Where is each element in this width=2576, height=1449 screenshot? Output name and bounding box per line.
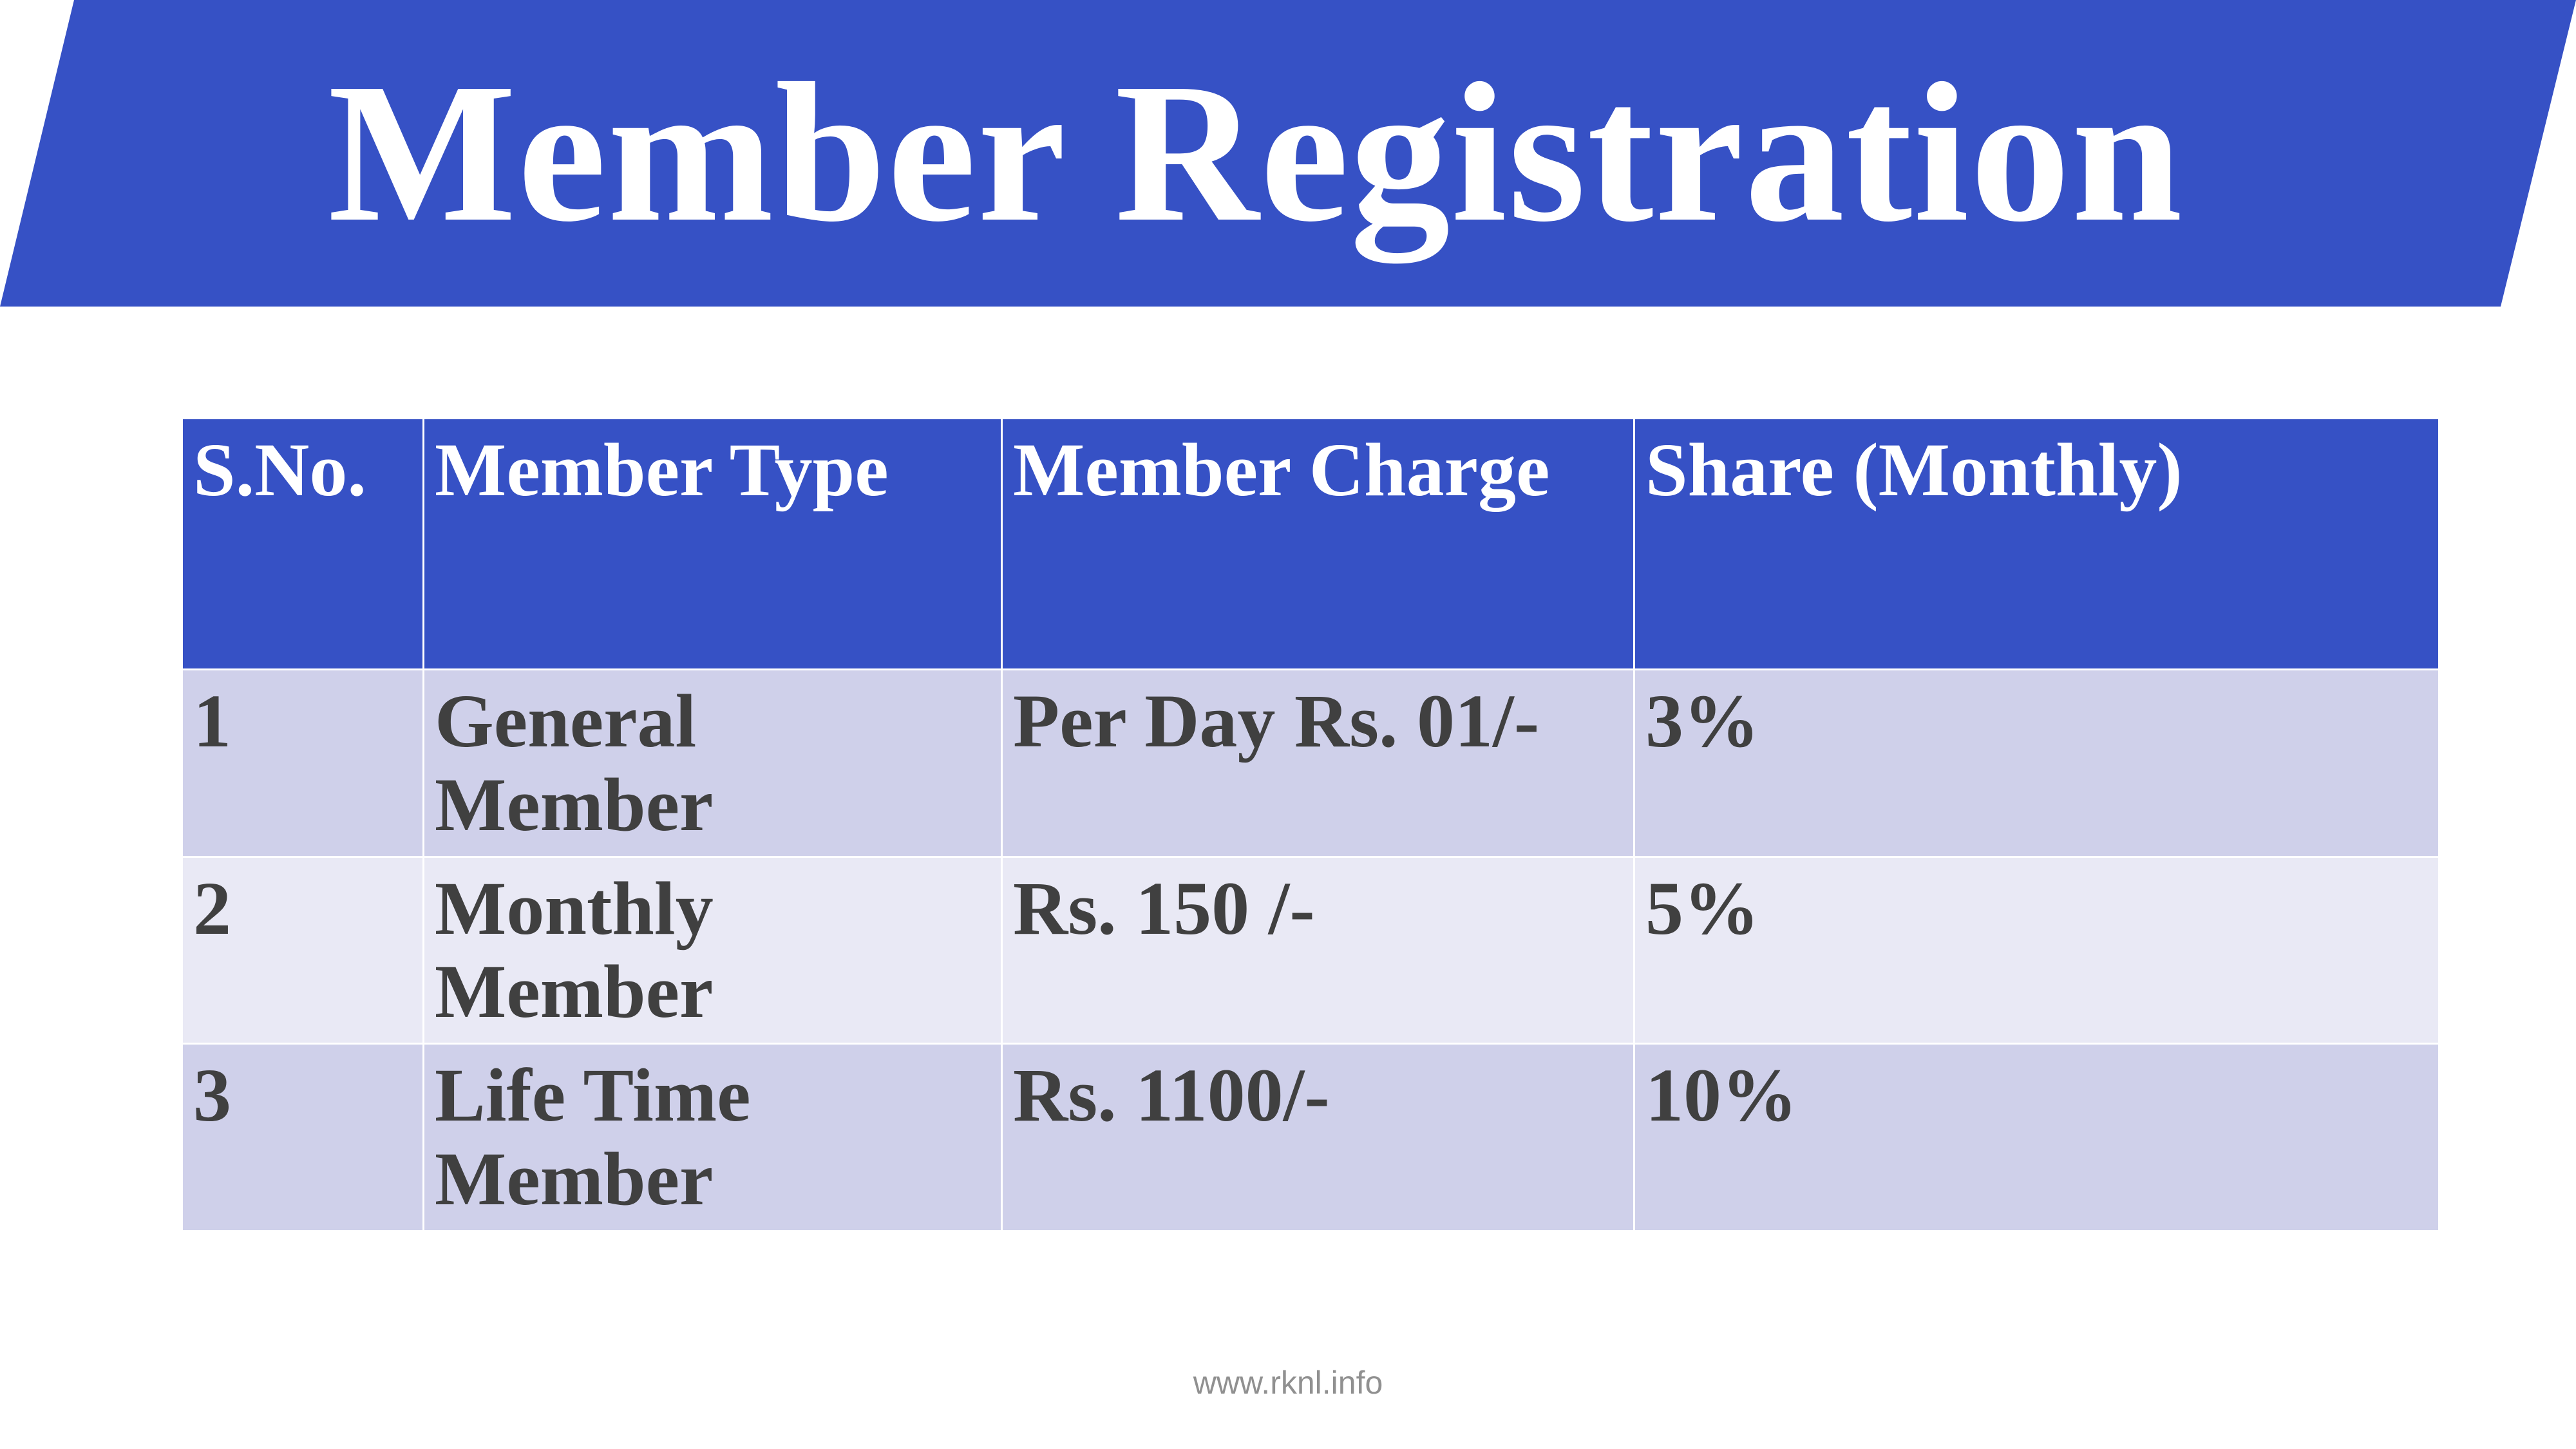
- table-row: 3 Life Time Member Rs. 1100/- 10%: [181, 1043, 2440, 1232]
- membership-table: S.No. Member Type Member Charge Share (M…: [181, 417, 2440, 1232]
- table-row: 2 Monthly Member Rs. 150 /- 5%: [181, 855, 2440, 1045]
- title-banner: [0, 0, 2576, 307]
- cell-member-type: Monthly Member: [422, 855, 1003, 1045]
- header-member-charge: Member Charge: [1001, 417, 1635, 670]
- header-sno: S.No.: [181, 417, 424, 670]
- table-header-row: S.No. Member Type Member Charge Share (M…: [181, 417, 2440, 670]
- page-title: Member Registration: [328, 43, 2184, 263]
- cell-share: 5%: [1633, 855, 2440, 1045]
- cell-member-type: General Member: [422, 668, 1003, 858]
- cell-member-charge: Per Day Rs. 01/-: [1001, 668, 1635, 858]
- cell-member-type: Life Time Member: [422, 1043, 1003, 1232]
- cell-sno: 2: [181, 855, 424, 1045]
- cell-sno: 3: [181, 1043, 424, 1232]
- table-row: 1 General Member Per Day Rs. 01/- 3%: [181, 668, 2440, 858]
- header-share: Share (Monthly): [1633, 417, 2440, 670]
- cell-share: 10%: [1633, 1043, 2440, 1232]
- footer-website: www.rknl.info: [1193, 1365, 1383, 1401]
- header-member-type: Member Type: [422, 417, 1003, 670]
- cell-member-charge: Rs. 150 /-: [1001, 855, 1635, 1045]
- cell-sno: 1: [181, 668, 424, 858]
- cell-member-charge: Rs. 1100/-: [1001, 1043, 1635, 1232]
- cell-share: 3%: [1633, 668, 2440, 858]
